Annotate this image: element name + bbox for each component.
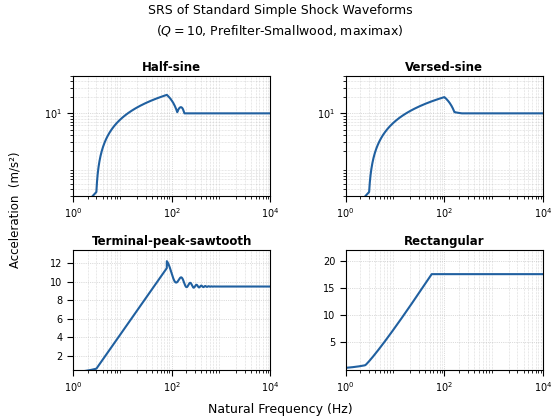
Title: Terminal-peak-sawtooth: Terminal-peak-sawtooth [91,236,252,249]
Title: Versed-sine: Versed-sine [405,61,483,74]
Title: Rectangular: Rectangular [404,236,485,249]
Text: Natural Frequency (Hz): Natural Frequency (Hz) [208,403,352,416]
Title: Half-sine: Half-sine [142,61,201,74]
Text: SRS of Standard Simple Shock Waveforms
($Q = 10$, Prefilter-Smallwood, maximax): SRS of Standard Simple Shock Waveforms (… [148,4,412,38]
Text: Acceleration  (m/s²): Acceleration (m/s²) [8,152,21,268]
